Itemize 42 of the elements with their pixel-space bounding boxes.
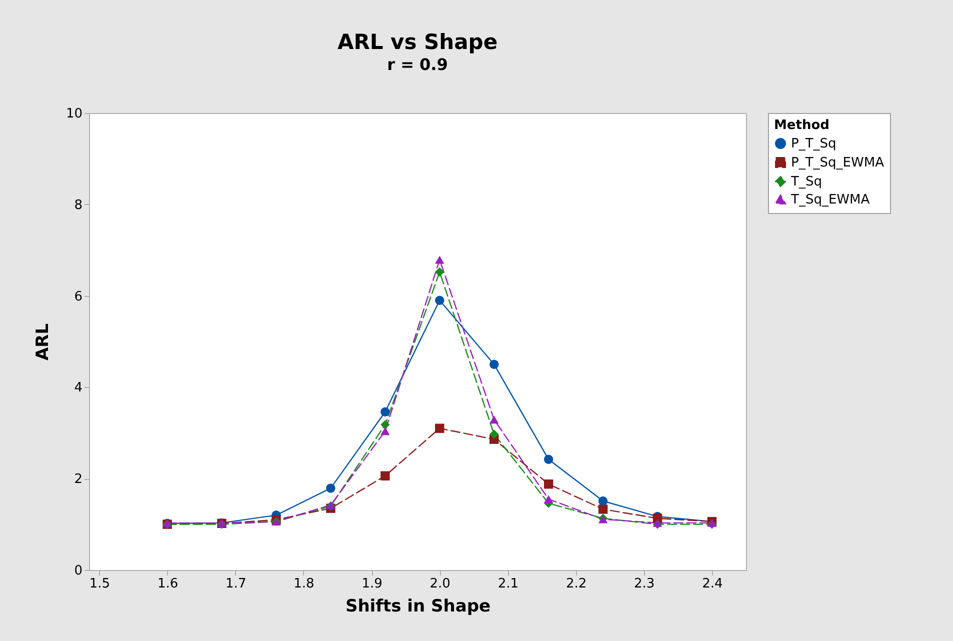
y-tick-label: 4 <box>74 380 82 396</box>
point <box>544 495 554 504</box>
point <box>380 420 390 430</box>
y-tick-label: 8 <box>74 198 82 213</box>
legend-label: T_Sq <box>790 174 822 190</box>
legend-label: P_T_Sq <box>791 136 836 152</box>
point <box>326 484 336 493</box>
point <box>380 471 390 480</box>
x-tick-label: 1.7 <box>226 576 246 592</box>
point <box>489 430 499 439</box>
legend-label: T_Sq_EWMA <box>790 192 870 208</box>
legend-label: P_T_Sq_EWMA <box>791 156 884 170</box>
y-tick-label: 6 <box>74 289 82 304</box>
point <box>380 427 390 436</box>
y-axis-title: ARL <box>32 323 53 361</box>
point <box>380 407 390 416</box>
x-tick-label: 1.5 <box>89 576 110 592</box>
point <box>489 416 499 424</box>
x-tick-label: 1.6 <box>157 576 178 592</box>
point <box>435 296 444 305</box>
x-tick-label: 2.4 <box>702 576 723 592</box>
point <box>544 454 554 464</box>
y-tick-label: 2 <box>74 472 82 488</box>
point <box>435 256 444 264</box>
point <box>598 496 608 506</box>
x-tick-label: 2.1 <box>498 576 519 592</box>
point <box>544 479 554 489</box>
chart-subtitle: r = 0.9 <box>387 55 448 74</box>
point <box>435 267 444 277</box>
point <box>598 504 608 514</box>
legend-title: Method <box>774 118 830 133</box>
x-tick-label: 1.9 <box>362 576 382 592</box>
x-tick-label: 2.0 <box>430 576 450 592</box>
x-tick-label: 2.2 <box>566 576 587 592</box>
x-tick-label: 2.3 <box>634 576 655 592</box>
x-axis-title: Shifts in Shape <box>345 596 491 616</box>
point <box>489 360 499 369</box>
y-tick-label: 0 <box>74 564 82 578</box>
x-tick-label: 1.8 <box>294 576 314 592</box>
chart-title: ARL vs Shape <box>337 30 498 54</box>
point <box>435 424 444 433</box>
y-tick-label: 10 <box>66 106 82 122</box>
